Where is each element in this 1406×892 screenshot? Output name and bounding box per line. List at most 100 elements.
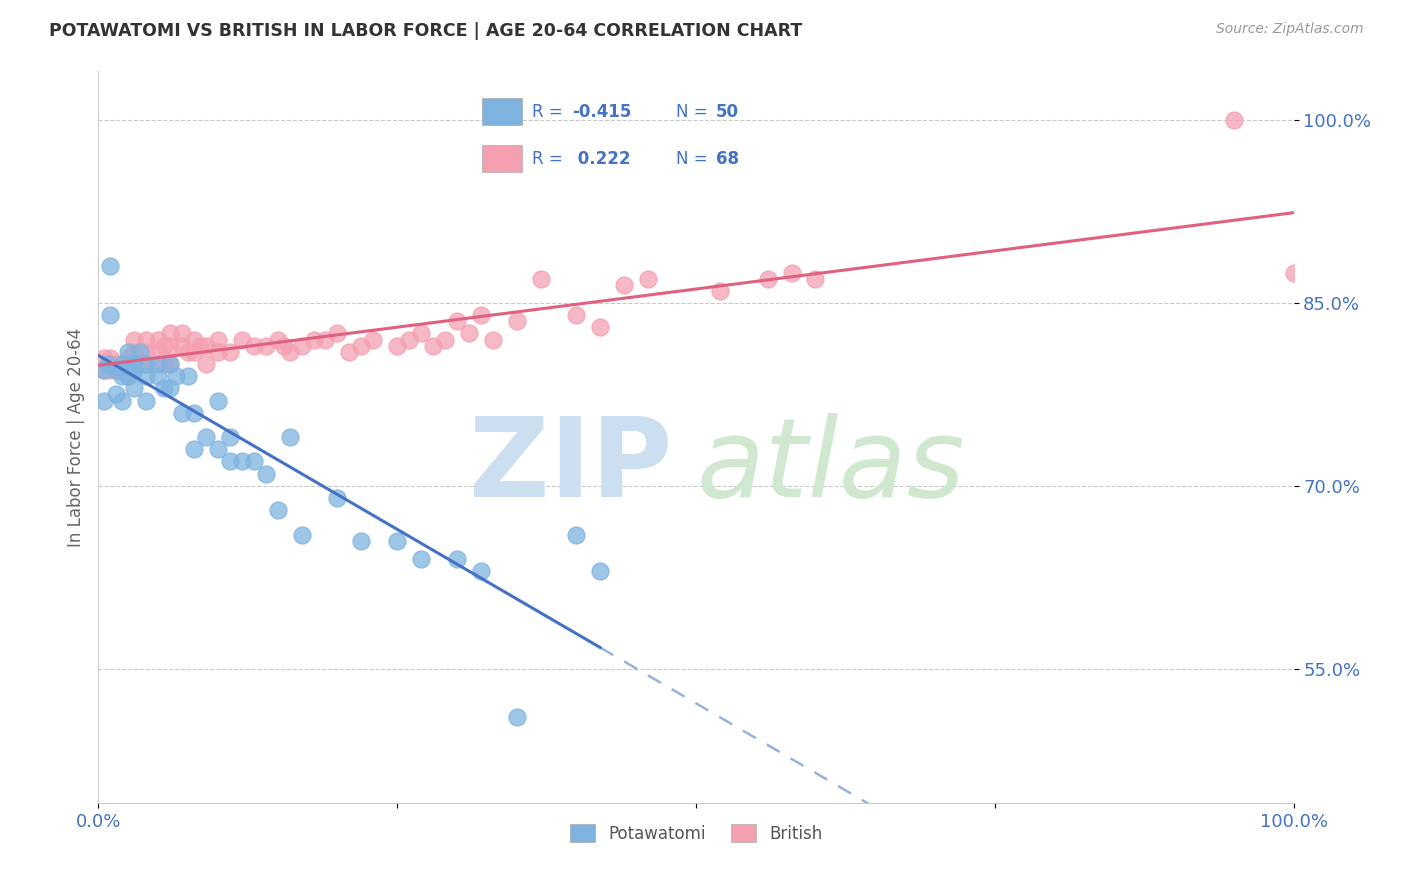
Point — [434, 333, 457, 347]
Point — [148, 333, 170, 347]
Point — [243, 454, 266, 468]
Point — [135, 369, 157, 384]
Point — [183, 442, 205, 457]
Point — [207, 344, 229, 359]
Point — [470, 564, 492, 578]
Point — [385, 339, 409, 353]
Text: atlas: atlas — [696, 413, 965, 520]
Point — [350, 533, 373, 548]
Point — [506, 710, 529, 724]
Point — [637, 271, 659, 285]
Point — [207, 393, 229, 408]
Point — [254, 467, 277, 481]
Y-axis label: In Labor Force | Age 20-64: In Labor Force | Age 20-64 — [66, 327, 84, 547]
Point — [1282, 265, 1305, 279]
Point — [326, 326, 349, 341]
Point — [93, 393, 115, 408]
Point — [97, 357, 120, 371]
Point — [148, 357, 170, 371]
Point — [111, 357, 134, 371]
Text: ZIP: ZIP — [468, 413, 672, 520]
Point — [565, 308, 588, 322]
Point — [243, 339, 266, 353]
Point — [458, 326, 481, 341]
Point — [422, 339, 444, 353]
Point — [153, 381, 176, 395]
Point — [117, 357, 139, 371]
Point — [291, 527, 314, 541]
Point — [153, 339, 176, 353]
Point — [446, 314, 468, 328]
Point — [124, 357, 146, 371]
Point — [267, 333, 290, 347]
Point — [111, 357, 134, 371]
Point — [207, 442, 229, 457]
Text: Source: ZipAtlas.com: Source: ZipAtlas.com — [1216, 22, 1364, 37]
Point — [411, 552, 433, 566]
Point — [129, 344, 152, 359]
Point — [135, 344, 157, 359]
Point — [172, 339, 194, 353]
Point — [278, 344, 301, 359]
Point — [183, 406, 205, 420]
Point — [363, 333, 385, 347]
Point — [135, 333, 157, 347]
Point — [111, 363, 134, 377]
Point — [159, 357, 181, 371]
Point — [105, 363, 128, 377]
Point — [111, 393, 134, 408]
Point — [278, 430, 301, 444]
Point — [117, 344, 139, 359]
Point — [105, 387, 128, 401]
Point — [93, 363, 115, 377]
Point — [98, 260, 122, 274]
Point — [231, 454, 253, 468]
Point — [124, 363, 146, 377]
Point — [93, 351, 115, 365]
Point — [159, 339, 181, 353]
Point — [589, 320, 612, 334]
Point — [117, 369, 139, 384]
Point — [159, 326, 181, 341]
Point — [177, 369, 200, 384]
Point — [153, 357, 176, 371]
Point — [172, 326, 194, 341]
Point — [756, 271, 779, 285]
Point — [195, 357, 218, 371]
Legend: Potawatomi, British: Potawatomi, British — [562, 818, 830, 849]
Point — [470, 308, 492, 322]
Point — [481, 333, 505, 347]
Point — [172, 406, 194, 420]
Point — [188, 339, 211, 353]
Point — [339, 344, 361, 359]
Point — [207, 333, 229, 347]
Point — [195, 430, 218, 444]
Point — [135, 357, 157, 371]
Point — [411, 326, 433, 341]
Point — [124, 381, 146, 395]
Point — [385, 533, 409, 548]
Point — [98, 363, 122, 377]
Point — [111, 369, 134, 384]
Point — [124, 333, 146, 347]
Point — [709, 284, 731, 298]
Point — [148, 369, 170, 384]
Point — [291, 339, 314, 353]
Point — [135, 357, 157, 371]
Point — [398, 333, 420, 347]
Point — [98, 308, 122, 322]
Point — [195, 339, 218, 353]
Point — [159, 381, 181, 395]
Point — [254, 339, 277, 353]
Point — [159, 357, 181, 371]
Point — [219, 344, 242, 359]
Point — [148, 344, 170, 359]
Point — [613, 277, 636, 292]
Point — [315, 333, 337, 347]
Point — [165, 369, 187, 384]
Point — [231, 333, 253, 347]
Point — [135, 393, 157, 408]
Point — [446, 552, 468, 566]
Point — [273, 339, 295, 353]
Point — [1223, 113, 1246, 128]
